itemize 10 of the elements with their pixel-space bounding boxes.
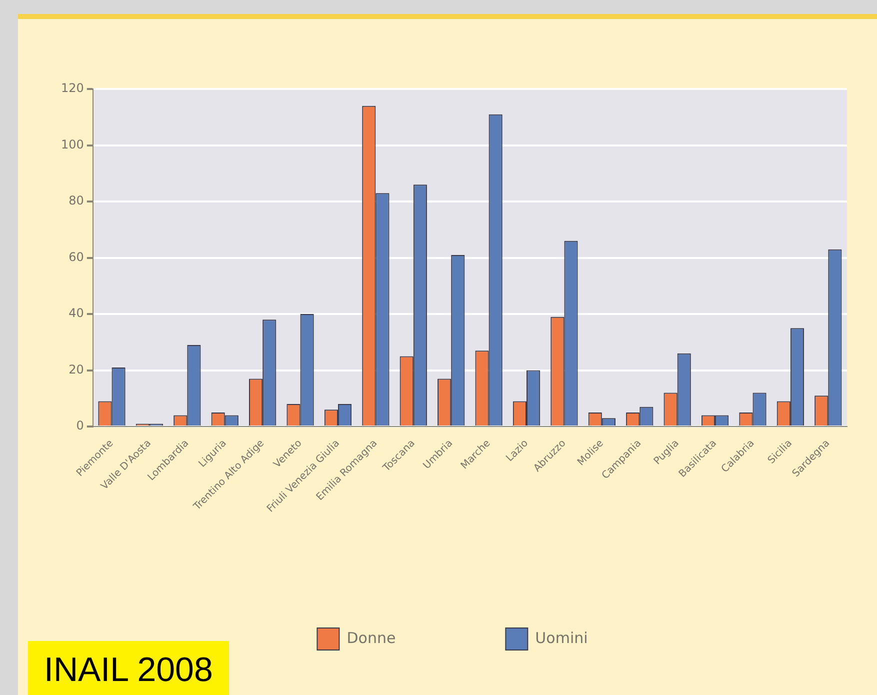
y-tick-label: 60 <box>68 250 84 264</box>
text: INAIL 2008 <box>28 641 229 695</box>
y-tick-label: 100 <box>61 137 84 152</box>
y-tick-label: 40 <box>68 306 84 320</box>
y-tick-label: 0 <box>76 418 84 433</box>
y-tick-label: 120 <box>61 81 84 96</box>
y-tick-label: 20 <box>68 362 84 376</box>
legend-label: Uomini <box>535 628 588 647</box>
y-tick-label: 80 <box>68 194 84 208</box>
legend-label: Donne <box>346 628 396 647</box>
